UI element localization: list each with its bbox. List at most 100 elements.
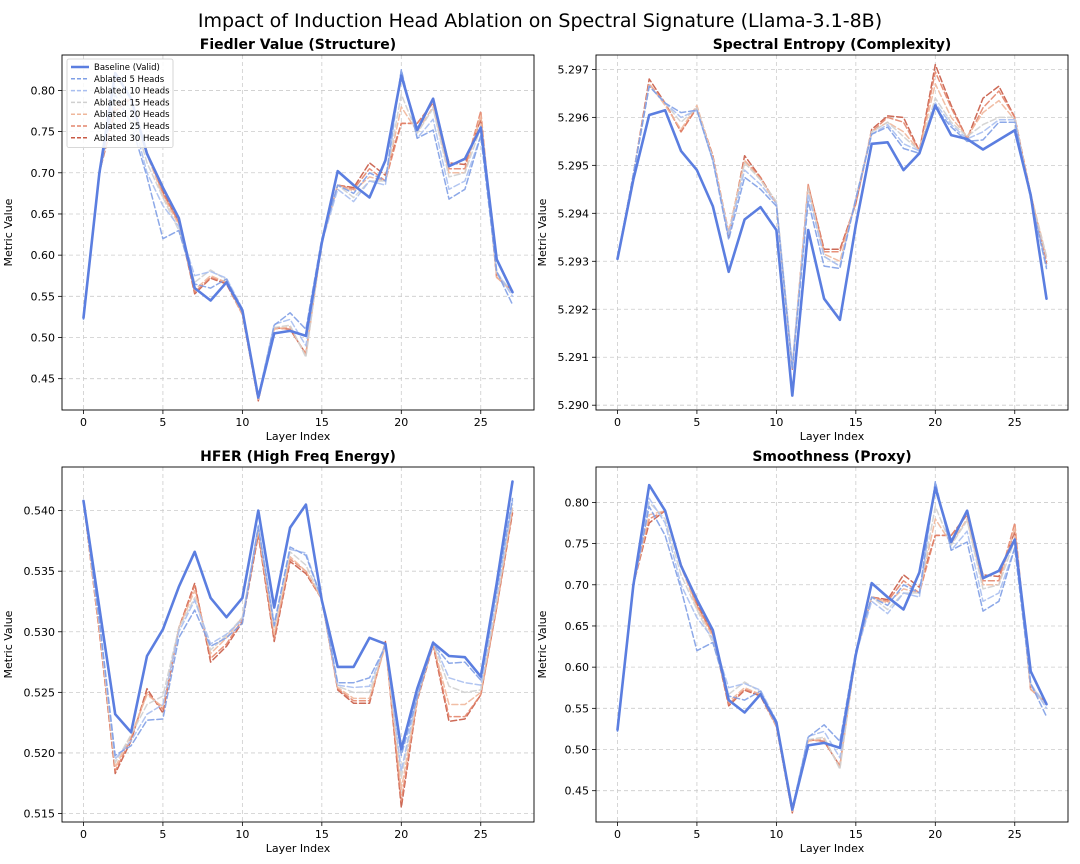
series-line bbox=[82, 500, 514, 778]
x-axis-label: Layer Index bbox=[266, 842, 331, 855]
series-line bbox=[616, 104, 1048, 397]
x-tick-label: 5 bbox=[159, 828, 166, 841]
axes-frame bbox=[61, 54, 535, 411]
y-tick-label: 0.65 bbox=[31, 208, 56, 221]
y-tick-label: 5.297 bbox=[558, 63, 590, 76]
x-tick-label: 15 bbox=[315, 416, 329, 429]
series-line bbox=[82, 497, 514, 757]
axes-frame bbox=[61, 466, 535, 823]
y-tick-label: 5.294 bbox=[558, 207, 590, 220]
y-tick-label: 5.290 bbox=[558, 399, 590, 412]
series-line bbox=[616, 63, 1048, 370]
x-tick-label: 20 bbox=[928, 416, 942, 429]
y-tick-label: 0.515 bbox=[24, 808, 56, 821]
y-axis-label: Metric Value bbox=[2, 610, 15, 678]
series-line bbox=[82, 480, 514, 751]
subplot-1: 0 5 10 15 20 25 0.45 0.50 0.55 0.60 0.65 0.70 0.75 0.… bbox=[2, 37, 535, 443]
series-line bbox=[82, 500, 514, 791]
x-axis-label: Layer Index bbox=[800, 842, 865, 855]
series-group bbox=[616, 63, 1048, 397]
series-line bbox=[616, 83, 1048, 368]
x-tick-label: 25 bbox=[1008, 416, 1022, 429]
x-tick-label: 25 bbox=[1008, 828, 1022, 841]
subplot-title: Fiedler Value (Structure) bbox=[200, 37, 396, 53]
axes-frame bbox=[595, 466, 1069, 823]
series-line bbox=[616, 481, 1048, 810]
legend: Baseline (Valid) Ablated 5 Heads Ablated 1… bbox=[66, 58, 174, 148]
x-tick-label: 5 bbox=[693, 416, 700, 429]
y-tick-label: 5.292 bbox=[558, 303, 590, 316]
x-tick-label: 15 bbox=[315, 828, 329, 841]
series-line bbox=[616, 501, 1048, 812]
x-tick-label: 25 bbox=[474, 416, 488, 429]
y-axis-label: Metric Value bbox=[2, 198, 15, 266]
y-tick-label: 0.540 bbox=[24, 505, 56, 518]
y-axis-label: Metric Value bbox=[536, 610, 549, 678]
x-tick-label: 20 bbox=[928, 828, 942, 841]
series-line bbox=[616, 71, 1048, 368]
legend-label: Ablated 30 Heads bbox=[94, 134, 170, 144]
x-tick-label: 5 bbox=[693, 828, 700, 841]
legend-label: Ablated 20 Heads bbox=[94, 110, 170, 120]
grid bbox=[596, 467, 1068, 822]
y-tick-label: 5.296 bbox=[558, 111, 590, 124]
x-tick-label: 0 bbox=[614, 828, 621, 841]
subplot-title: Spectral Entropy (Complexity) bbox=[713, 37, 952, 53]
x-tick-label: 20 bbox=[394, 416, 408, 429]
y-tick-label: 0.520 bbox=[24, 747, 56, 760]
x-tick-label: 25 bbox=[474, 828, 488, 841]
y-tick-label: 0.530 bbox=[24, 626, 56, 639]
x-tick-label: 20 bbox=[394, 828, 408, 841]
y-tick-label: 0.70 bbox=[565, 579, 590, 592]
series-group bbox=[616, 481, 1048, 814]
y-tick-label: 0.60 bbox=[31, 249, 56, 262]
x-tick-label: 10 bbox=[235, 828, 249, 841]
series-line bbox=[616, 85, 1048, 368]
y-tick-label: 0.55 bbox=[565, 702, 590, 715]
x-tick-label: 5 bbox=[159, 416, 166, 429]
y-tick-label: 0.55 bbox=[31, 290, 56, 303]
series-group bbox=[82, 480, 514, 809]
figure-title: Impact of Induction Head Ablation on Spe… bbox=[197, 10, 883, 32]
y-tick-label: 5.293 bbox=[558, 255, 590, 268]
legend-label: Ablated 25 Heads bbox=[94, 122, 170, 132]
y-tick-label: 0.45 bbox=[565, 785, 590, 798]
series-line bbox=[82, 89, 514, 400]
y-tick-label: 0.80 bbox=[31, 84, 56, 97]
x-tick-label: 10 bbox=[769, 828, 783, 841]
series-line bbox=[616, 483, 1048, 811]
legend-label: Ablated 10 Heads bbox=[94, 87, 170, 97]
series-line bbox=[616, 509, 1048, 813]
y-tick-label: 0.45 bbox=[31, 373, 56, 386]
series-line bbox=[616, 509, 1048, 813]
series-line bbox=[616, 481, 1048, 810]
y-tick-label: 5.295 bbox=[558, 159, 590, 172]
y-axis-label: Metric Value bbox=[536, 198, 549, 266]
y-tick-label: 0.50 bbox=[31, 332, 56, 345]
series-line bbox=[82, 500, 514, 803]
legend-label: Ablated 15 Heads bbox=[94, 98, 170, 108]
series-line bbox=[616, 85, 1048, 370]
y-tick-label: 0.80 bbox=[565, 496, 590, 509]
subplot-3: 0 5 10 15 20 25 0.515 0.520 0.525 0.530 0.535 0.540… bbox=[2, 449, 535, 855]
y-tick-label: 0.75 bbox=[31, 126, 56, 139]
x-tick-label: 0 bbox=[614, 416, 621, 429]
x-tick-label: 10 bbox=[235, 416, 249, 429]
x-tick-label: 15 bbox=[849, 828, 863, 841]
y-tick-label: 0.50 bbox=[565, 744, 590, 757]
x-axis-label: Layer Index bbox=[800, 430, 865, 443]
x-tick-label: 15 bbox=[849, 416, 863, 429]
series-line bbox=[82, 69, 514, 398]
legend-box bbox=[66, 58, 174, 148]
series-line bbox=[82, 500, 514, 772]
y-tick-label: 0.525 bbox=[24, 686, 56, 699]
legend-label: Baseline (Valid) bbox=[94, 63, 160, 73]
y-tick-label: 5.291 bbox=[558, 351, 590, 364]
y-tick-label: 0.60 bbox=[565, 661, 590, 674]
x-tick-label: 0 bbox=[80, 416, 87, 429]
series-line bbox=[616, 509, 1048, 814]
series-group bbox=[82, 69, 514, 402]
subplot-4: 0 5 10 15 20 25 0.45 0.50 0.55 0.60 0.65 0.70 0.75 0.… bbox=[536, 449, 1069, 855]
